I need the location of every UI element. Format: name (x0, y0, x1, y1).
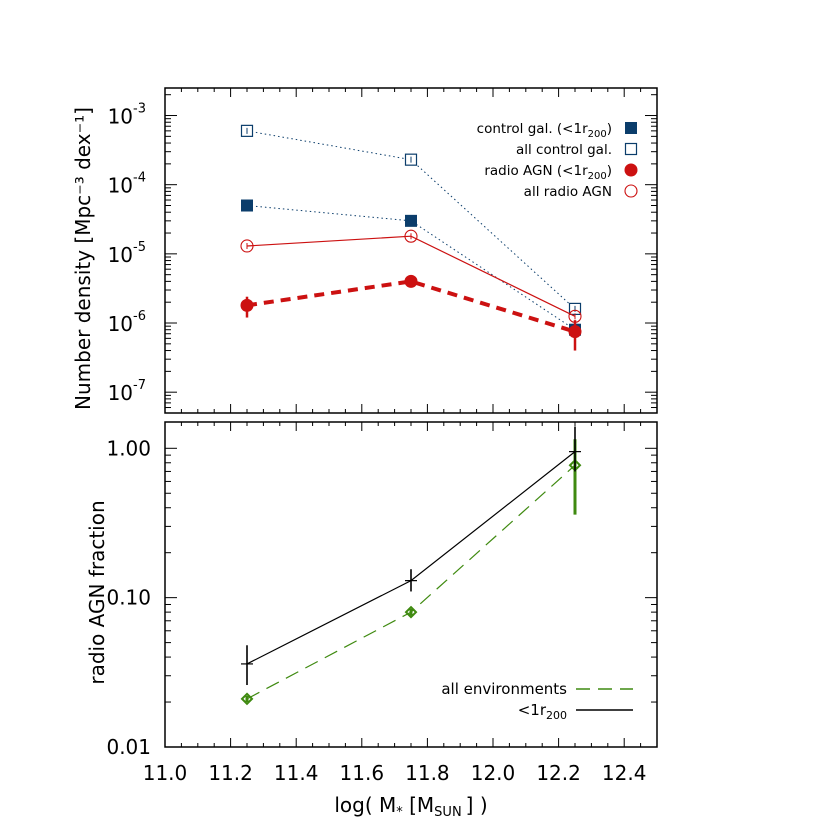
y-tick-label: 10-4 (108, 171, 146, 198)
data-point (568, 325, 582, 339)
legend-label: all control gal. (516, 142, 612, 158)
y-tick-label: 10-7 (108, 378, 146, 405)
legend-label: <1r200 (518, 701, 567, 722)
x-tick-label: 11.0 (143, 761, 188, 785)
data-point (240, 692, 254, 706)
series-line-2 (246, 279, 576, 334)
y-tick-mantissa: 10 (108, 105, 133, 129)
legend-marker (624, 163, 638, 177)
x-label-tail: ] ) (466, 793, 488, 817)
x-tick-label: 12.0 (471, 761, 516, 785)
x-tick-label: 11.8 (405, 761, 450, 785)
y-tick-label: 10-3 (108, 102, 146, 129)
data-point (404, 605, 418, 619)
x-axis-label: log( M* [MSUN ] ) (334, 793, 487, 820)
legend-text-tail: ) (607, 163, 612, 179)
bottom-y-axis-label: radio AGN fraction (85, 500, 109, 684)
y-tick-label: 0.10 (106, 586, 151, 610)
data-point (240, 239, 254, 253)
data-point (404, 274, 418, 288)
bottom-panel: 0.01 0.10 1.00 radio AGN fraction 11.0 11.2 11… (85, 421, 658, 820)
legend-subscript: 200 (588, 171, 607, 182)
y-tick-label: 10-5 (108, 240, 146, 267)
y-tick-exponent: -6 (133, 309, 146, 324)
legend-label: control gal. (<1r200) (477, 121, 612, 140)
y-tick-exponent: -7 (133, 378, 146, 393)
data-point (568, 309, 582, 323)
top-y-axis-label: Number density [Mpc⁻³ dex⁻¹] (71, 107, 95, 410)
y-tick-mantissa: 10 (108, 381, 133, 405)
legend-text: all environments (441, 680, 567, 698)
legend-label: radio AGN (<1r200) (484, 163, 612, 182)
legend-text: control gal. (<1r (477, 121, 588, 137)
y-tick-exponent: -4 (133, 171, 146, 186)
data-point (240, 298, 254, 312)
legend-label: all radio AGN (524, 184, 612, 200)
x-tick-label: 12.4 (602, 761, 647, 785)
y-tick-mantissa: 10 (108, 174, 133, 198)
series-line-0 (246, 205, 576, 331)
x-label-sub1: * (396, 805, 403, 820)
legend-text: all control gal. (516, 142, 612, 158)
y-tick-label: 0.01 (106, 735, 151, 759)
legend-marker (624, 184, 638, 198)
x-label-sub2: SUN (434, 805, 462, 820)
legend-marker (624, 142, 638, 156)
y-tick-mantissa: 10 (108, 243, 133, 267)
data-point (404, 229, 418, 243)
x-tick-label: 11.6 (340, 761, 385, 785)
legend-marker (625, 122, 637, 134)
legend-text-tail: ) (607, 121, 612, 137)
x-label-base: log( M (334, 793, 396, 817)
data-point (241, 199, 253, 212)
y-tick-mantissa: 10 (108, 312, 133, 336)
x-tick-label: 11.2 (208, 761, 253, 785)
series-line-0 (246, 464, 576, 700)
legend-subscript: 200 (588, 129, 607, 140)
legend-text: all radio AGN (524, 184, 612, 200)
y-tick-exponent: -3 (133, 102, 146, 117)
y-tick-label: 1.00 (106, 436, 151, 460)
series-line-1 (246, 451, 576, 665)
y-tick-exponent: -5 (133, 240, 146, 255)
legend-label: all environments (441, 680, 567, 698)
x-tick-label: 11.4 (274, 761, 319, 785)
legend-text: <1r (518, 701, 547, 719)
data-point (405, 214, 417, 227)
legend-text: radio AGN (<1r (484, 163, 588, 179)
legend-subscript: 200 (546, 709, 567, 722)
x-label-mid: [M (403, 793, 434, 817)
x-tick-label: 12.2 (536, 761, 581, 785)
y-tick-label: 10-6 (108, 309, 146, 336)
